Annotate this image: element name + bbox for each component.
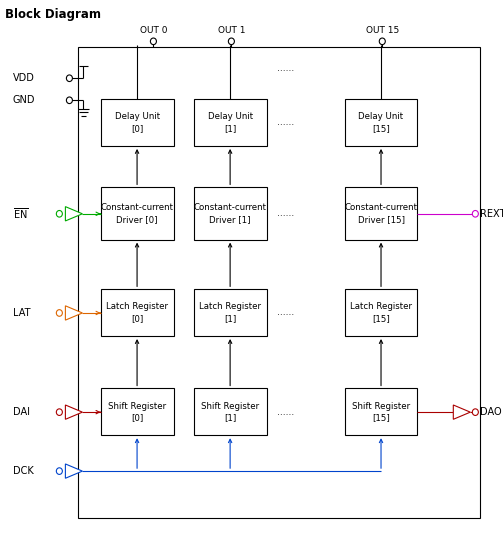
Text: ......: ...... (277, 118, 294, 127)
Text: DAI: DAI (13, 407, 30, 417)
Polygon shape (65, 306, 82, 320)
Text: DCK: DCK (13, 466, 33, 476)
Text: Delay Unit
[0]: Delay Unit [0] (115, 112, 159, 133)
Polygon shape (65, 464, 82, 478)
Circle shape (472, 409, 478, 415)
Text: GND: GND (13, 95, 35, 105)
Bar (345, 187, 417, 240)
Text: REXT: REXT (480, 209, 503, 219)
Bar (345, 99, 417, 146)
Bar (194, 289, 267, 336)
Bar (78, 47, 480, 518)
Text: ......: ...... (277, 209, 294, 218)
Bar (345, 289, 417, 336)
Text: Delay Unit
[1]: Delay Unit [1] (208, 112, 253, 133)
Text: Constant-current
Driver [15]: Constant-current Driver [15] (345, 203, 417, 224)
Circle shape (379, 38, 385, 45)
Text: OUT 0: OUT 0 (140, 26, 167, 35)
Bar (101, 289, 174, 336)
Circle shape (66, 75, 72, 82)
Circle shape (56, 409, 62, 415)
Text: Latch Register
[15]: Latch Register [15] (350, 302, 412, 323)
Circle shape (56, 210, 62, 217)
Circle shape (472, 210, 478, 217)
Text: ......: ...... (277, 64, 294, 73)
Bar (101, 187, 174, 240)
Bar (101, 99, 174, 146)
Bar (194, 187, 267, 240)
Bar (101, 388, 174, 435)
Text: Latch Register
[1]: Latch Register [1] (199, 302, 261, 323)
Text: OUT 1: OUT 1 (218, 26, 245, 35)
Text: $\overline{\rm EN}$: $\overline{\rm EN}$ (13, 207, 28, 221)
Text: Shift Register
[1]: Shift Register [1] (201, 402, 259, 422)
Text: Delay Unit
[15]: Delay Unit [15] (359, 112, 403, 133)
Text: Latch Register
[0]: Latch Register [0] (106, 302, 168, 323)
Bar (194, 99, 267, 146)
Text: Constant-current
Driver [0]: Constant-current Driver [0] (101, 203, 174, 224)
Bar (194, 388, 267, 435)
Bar (345, 388, 417, 435)
Circle shape (150, 38, 156, 45)
Text: VDD: VDD (13, 73, 34, 83)
Text: ......: ...... (277, 309, 294, 317)
Text: Shift Register
[0]: Shift Register [0] (108, 402, 166, 422)
Text: ......: ...... (277, 408, 294, 417)
Text: Constant-current
Driver [1]: Constant-current Driver [1] (194, 203, 267, 224)
Polygon shape (65, 207, 82, 221)
Text: Shift Register
[15]: Shift Register [15] (352, 402, 410, 422)
Circle shape (228, 38, 234, 45)
Text: Block Diagram: Block Diagram (5, 8, 101, 21)
Polygon shape (65, 405, 82, 419)
Polygon shape (453, 405, 470, 419)
Text: LAT: LAT (13, 308, 30, 318)
Text: OUT 15: OUT 15 (366, 26, 399, 35)
Circle shape (56, 468, 62, 474)
Text: DAO: DAO (480, 407, 502, 417)
Circle shape (66, 97, 72, 104)
Circle shape (56, 310, 62, 316)
